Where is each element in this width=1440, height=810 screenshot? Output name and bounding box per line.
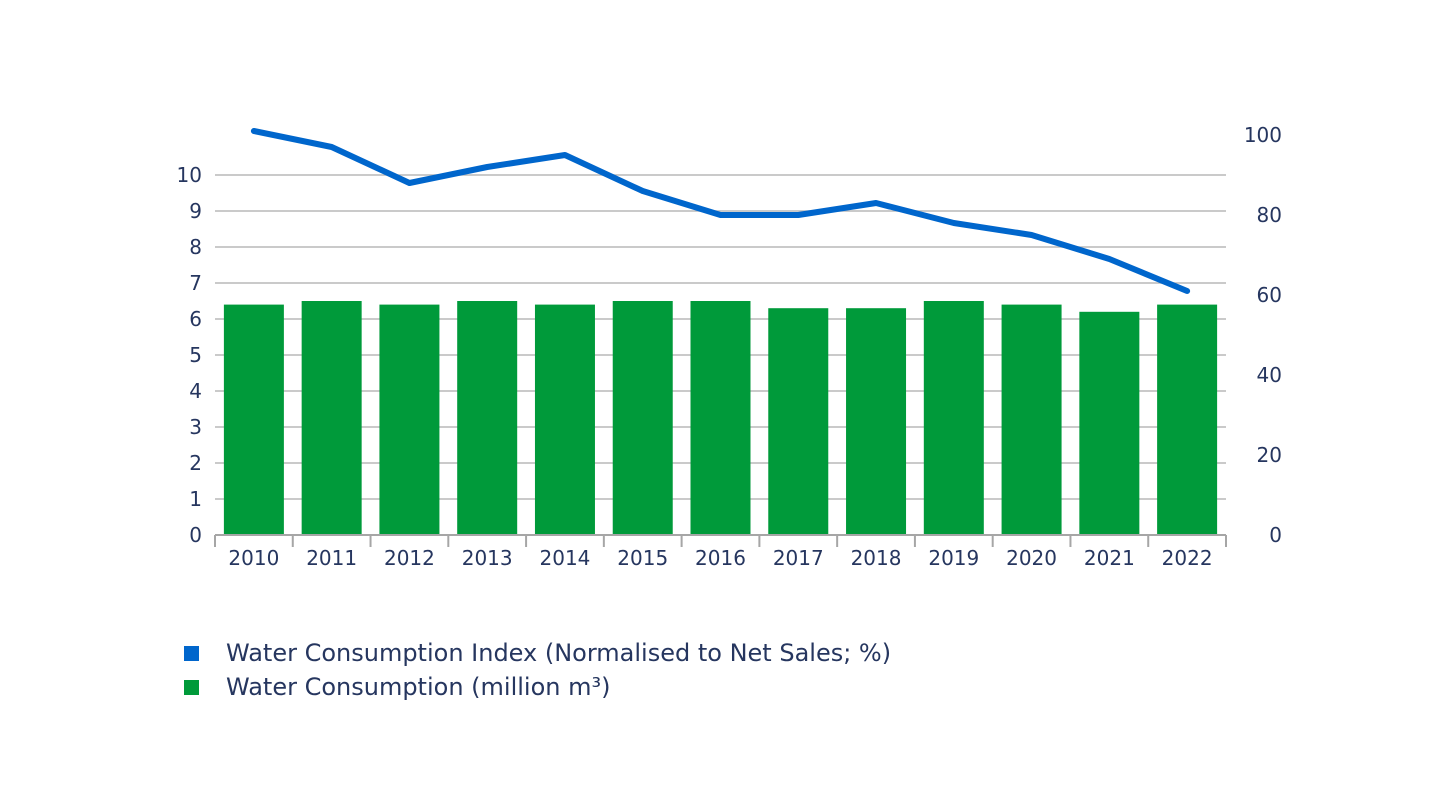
left-tick-label: 9: [189, 199, 202, 223]
x-tick-label: 2018: [851, 546, 902, 570]
left-axis: 0 1 2 3 4 5 6 7 8 9 10: [177, 163, 202, 547]
legend-label-consumption: Water Consumption (million m³): [226, 673, 611, 701]
x-tick-label: 2017: [773, 546, 824, 570]
left-tick-label: 5: [189, 343, 202, 367]
x-tick-label: 2020: [1006, 546, 1057, 570]
left-tick-label: 10: [177, 163, 202, 187]
bar-2020: [1001, 304, 1062, 535]
left-tick-label: 3: [189, 415, 202, 439]
legend-label-index: Water Consumption Index (Normalised to N…: [226, 639, 892, 667]
bar-series: [223, 301, 1218, 535]
bar-2012: [379, 304, 440, 535]
legend-swatch-index: [184, 645, 199, 661]
bar-2019: [923, 301, 984, 535]
right-tick-label: 80: [1257, 203, 1282, 227]
x-tick-label: 2015: [617, 546, 668, 570]
bar-2018: [846, 308, 907, 535]
left-tick-label: 4: [189, 379, 202, 403]
right-tick-label: 20: [1257, 443, 1282, 467]
right-tick-label: 100: [1244, 123, 1282, 147]
x-tick-label: 2014: [540, 546, 591, 570]
x-tick-label: 2022: [1162, 546, 1213, 570]
x-axis: 2010 2011 2012 2013 2014 2015 2016 2017 2018 2019…: [214, 534, 1227, 570]
left-tick-label: 7: [189, 271, 202, 295]
right-tick-label: 0: [1269, 523, 1282, 547]
bar-2021: [1079, 311, 1140, 535]
left-tick-label: 2: [189, 451, 202, 475]
bar-2014: [534, 304, 595, 535]
bar-2017: [768, 308, 829, 535]
x-tick-label: 2012: [384, 546, 435, 570]
right-tick-label: 40: [1257, 363, 1282, 387]
bar-2022: [1157, 304, 1218, 535]
line-series: [250, 128, 1191, 294]
legend-swatch-consumption: [184, 679, 199, 695]
bar-2013: [457, 301, 518, 535]
x-tick-label: 2016: [695, 546, 746, 570]
legend-item-index: Water Consumption Index (Normalised to N…: [184, 636, 891, 670]
left-tick-label: 6: [189, 307, 202, 331]
legend: Water Consumption Index (Normalised to N…: [184, 636, 891, 704]
x-tick-label: 2011: [306, 546, 357, 570]
x-tick-label: 2013: [462, 546, 513, 570]
left-tick-label: 8: [189, 235, 202, 259]
bar-2010: [223, 304, 284, 535]
x-tick-label: 2021: [1084, 546, 1135, 570]
right-tick-label: 60: [1257, 283, 1282, 307]
bar-2015: [612, 301, 673, 535]
right-axis: 0 20 40 60 80 100: [1244, 123, 1282, 547]
left-tick-label: 0: [189, 523, 202, 547]
bar-2016: [690, 301, 751, 535]
x-tick-label: 2010: [228, 546, 279, 570]
left-tick-label: 1: [189, 487, 202, 511]
legend-item-consumption: Water Consumption (million m³): [184, 670, 891, 704]
bar-2011: [301, 301, 362, 535]
x-tick-label: 2019: [928, 546, 979, 570]
